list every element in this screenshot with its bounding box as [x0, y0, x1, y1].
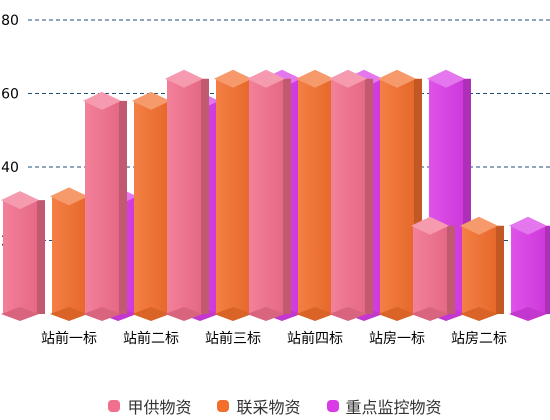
- legend-item-series-2[interactable]: 重点监控物资: [326, 394, 442, 418]
- category-labels: 站前一标 站前二标 站前三标 站前四标 站房一标 站房二标: [41, 330, 507, 347]
- bar-站房一标-甲供物资[interactable]: [329, 69, 373, 321]
- bar-站前一标-甲供物资[interactable]: [1, 191, 45, 321]
- bar-站房二标-重点监控物资[interactable]: [509, 216, 550, 321]
- x-tick-label-5: 站房二标: [451, 331, 507, 347]
- x-tick-label-0: 站前一标: [41, 330, 97, 347]
- legend-label-0: 甲供物资: [127, 398, 192, 417]
- legend-swatch-0: [108, 400, 121, 412]
- legend-item-series-1[interactable]: 联采物资: [217, 394, 301, 418]
- y-tick-label-60: 60: [1, 87, 19, 103]
- bars: [1, 69, 550, 321]
- bar-站房二标-联采物资[interactable]: [460, 216, 504, 321]
- x-tick-label-4: 站房一标: [369, 331, 425, 347]
- legend-label-1: 联采物资: [236, 398, 301, 417]
- bar-站前二标-甲供物资[interactable]: [83, 91, 127, 321]
- y-tick-label-80: 80: [1, 13, 19, 29]
- y-tick-label-40: 40: [1, 160, 19, 176]
- x-tick-label-1: 站前二标: [123, 330, 179, 347]
- bar-站前三标-甲供物资[interactable]: [165, 69, 209, 321]
- bar-站房二标-甲供物资[interactable]: [411, 216, 455, 321]
- bar-站房一标-联采物资[interactable]: [378, 69, 422, 321]
- legend: 甲供物资 联采物资 重点监控物资: [0, 394, 550, 418]
- legend-label-2: 重点监控物资: [345, 398, 442, 417]
- bar-站前四标-甲供物资[interactable]: [247, 69, 291, 321]
- legend-swatch-2: [326, 400, 339, 412]
- x-tick-label-2: 站前三标: [205, 330, 261, 347]
- legend-item-series-0[interactable]: 甲供物资: [108, 394, 191, 418]
- legend-swatch-1: [217, 400, 230, 412]
- x-tick-label-3: 站前四标: [287, 330, 343, 347]
